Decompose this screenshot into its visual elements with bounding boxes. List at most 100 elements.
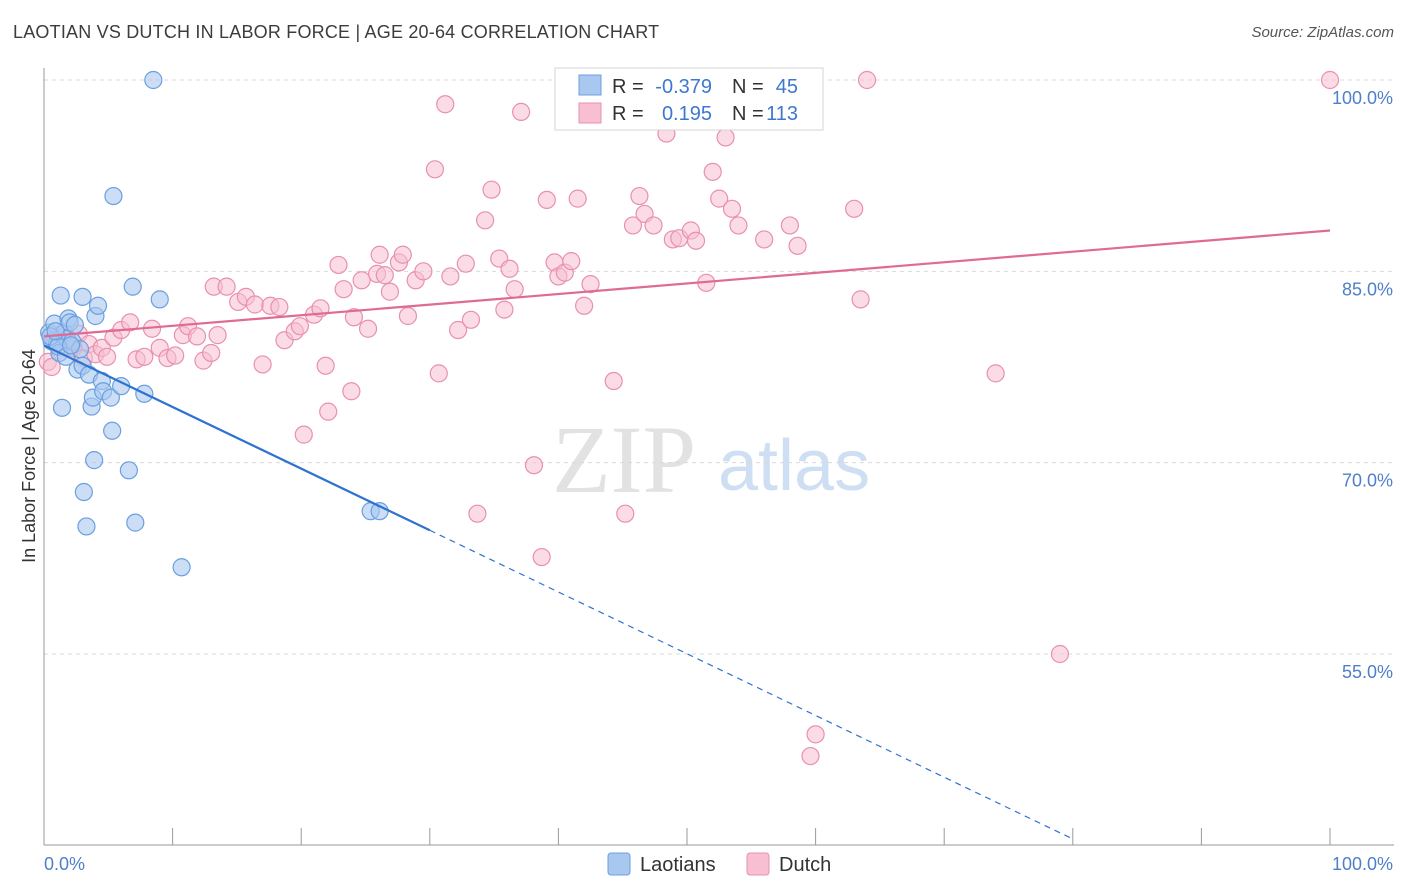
laotian-trend-extension bbox=[429, 529, 1074, 840]
dutch-point bbox=[1320, 70, 1340, 90]
dutch-point bbox=[505, 280, 524, 299]
dutch-point bbox=[319, 402, 338, 421]
dutch-point bbox=[121, 313, 140, 332]
dutch-point bbox=[755, 230, 774, 249]
dutch-point bbox=[575, 296, 594, 315]
legend-n-label-1: N = bbox=[732, 76, 764, 98]
laotian-point bbox=[126, 513, 145, 532]
dutch-point bbox=[344, 308, 364, 327]
watermark-atlas: atlas bbox=[718, 426, 870, 506]
bottom-legend-dutch: Dutch bbox=[779, 854, 831, 876]
dutch-point bbox=[358, 319, 378, 338]
dutch-point bbox=[456, 254, 475, 273]
dutch-point bbox=[316, 356, 335, 375]
bottom-legend-swatch-dutch bbox=[746, 852, 770, 876]
laotian-point bbox=[77, 517, 96, 536]
legend-swatch-laotian bbox=[578, 74, 602, 96]
chart-title: LAOTIAN VS DUTCH IN LABOR FORCE | AGE 20… bbox=[13, 22, 660, 42]
dutch-point bbox=[217, 277, 236, 296]
laotian-trend-line bbox=[43, 344, 431, 532]
dutch-point bbox=[208, 326, 227, 345]
dutch-point bbox=[166, 346, 185, 365]
trend-lines bbox=[43, 229, 1331, 840]
dutch-point bbox=[581, 274, 600, 294]
bottom-legend-swatch-laotian bbox=[607, 852, 631, 876]
laotian-point bbox=[46, 322, 65, 341]
dutch-point bbox=[857, 70, 877, 90]
dutch-point bbox=[780, 216, 799, 235]
dutch-point bbox=[334, 280, 353, 299]
dutch-point bbox=[42, 357, 61, 377]
legend-n-value-2: 113 bbox=[766, 103, 798, 125]
legend-r-value-2: 0.195 bbox=[662, 103, 712, 125]
y-tick-labels: 55.0% 70.0% 85.0% 100.0% bbox=[1332, 88, 1393, 682]
dutch-point bbox=[429, 364, 448, 383]
bottom-legend-laotians: Laotians bbox=[640, 854, 716, 876]
dutch-point bbox=[475, 211, 495, 230]
x-tick-label-min: 0.0% bbox=[44, 854, 85, 874]
dutch-trend-line bbox=[43, 229, 1331, 338]
laotian-point bbox=[144, 70, 163, 90]
dutch-point bbox=[97, 347, 117, 366]
dutch-point bbox=[352, 271, 371, 290]
dutch-point bbox=[370, 245, 389, 264]
dutch-point bbox=[448, 320, 468, 340]
x-tick-label-max: 100.0% bbox=[1332, 854, 1393, 874]
dutch-point bbox=[342, 382, 361, 401]
dutch-point bbox=[270, 297, 289, 317]
watermark-zip: ZIP bbox=[552, 406, 696, 513]
dutch-point bbox=[375, 266, 394, 285]
dutch-point bbox=[845, 199, 864, 218]
y-axis-label: In Labor Force | Age 20-64 bbox=[19, 349, 39, 563]
dutch-point bbox=[500, 259, 519, 278]
y-tick-label: 70.0% bbox=[1342, 471, 1393, 491]
dutch-point bbox=[1050, 644, 1070, 664]
y-tick-label: 55.0% bbox=[1342, 662, 1393, 682]
laotian-point bbox=[51, 286, 70, 305]
dutch-point bbox=[537, 190, 556, 210]
laotian-point bbox=[65, 315, 84, 335]
laotian-point bbox=[52, 398, 72, 417]
dutch-point bbox=[512, 102, 531, 121]
dutch-point bbox=[290, 317, 310, 336]
laotian-point bbox=[88, 296, 108, 315]
dutch-point bbox=[187, 327, 207, 346]
dutch-point bbox=[468, 504, 487, 523]
series-legend: Laotians Dutch bbox=[607, 852, 831, 876]
dutch-point bbox=[630, 186, 649, 206]
dutch-point bbox=[703, 162, 722, 181]
laotian-point bbox=[74, 482, 93, 502]
dutch-point bbox=[532, 547, 551, 567]
dutch-point bbox=[806, 725, 825, 744]
laotian-point bbox=[61, 336, 81, 355]
laotian-point bbox=[101, 388, 120, 407]
y-tick-label: 100.0% bbox=[1332, 88, 1393, 108]
dutch-point bbox=[686, 231, 706, 250]
dutch-point bbox=[253, 355, 272, 374]
legend-n-value-1: 45 bbox=[776, 76, 798, 98]
dutch-point bbox=[616, 504, 635, 523]
dutch-point bbox=[801, 746, 820, 766]
dutch-point bbox=[380, 282, 400, 301]
legend-r-label-2: R = bbox=[612, 103, 644, 125]
dutch-point bbox=[729, 216, 748, 235]
x-ticks bbox=[43, 828, 1331, 845]
laotian-point bbox=[85, 451, 104, 470]
dutch-point bbox=[568, 189, 587, 208]
watermark: ZIP atlas bbox=[552, 406, 870, 513]
dutch-point bbox=[623, 216, 643, 235]
dutch-point bbox=[851, 290, 870, 309]
laotian-series bbox=[40, 70, 389, 577]
laotian-point bbox=[119, 461, 138, 480]
dutch-point bbox=[436, 95, 455, 114]
laotian-point bbox=[172, 558, 191, 577]
y-tick-label: 85.0% bbox=[1342, 279, 1393, 299]
dutch-point bbox=[524, 456, 544, 475]
laotian-point bbox=[150, 290, 169, 309]
legend-r-value-1: -0.379 bbox=[655, 76, 712, 98]
legend-swatch-dutch bbox=[578, 102, 602, 124]
dutch-point bbox=[604, 371, 623, 391]
laotian-point bbox=[103, 421, 122, 440]
axes bbox=[43, 68, 1394, 846]
